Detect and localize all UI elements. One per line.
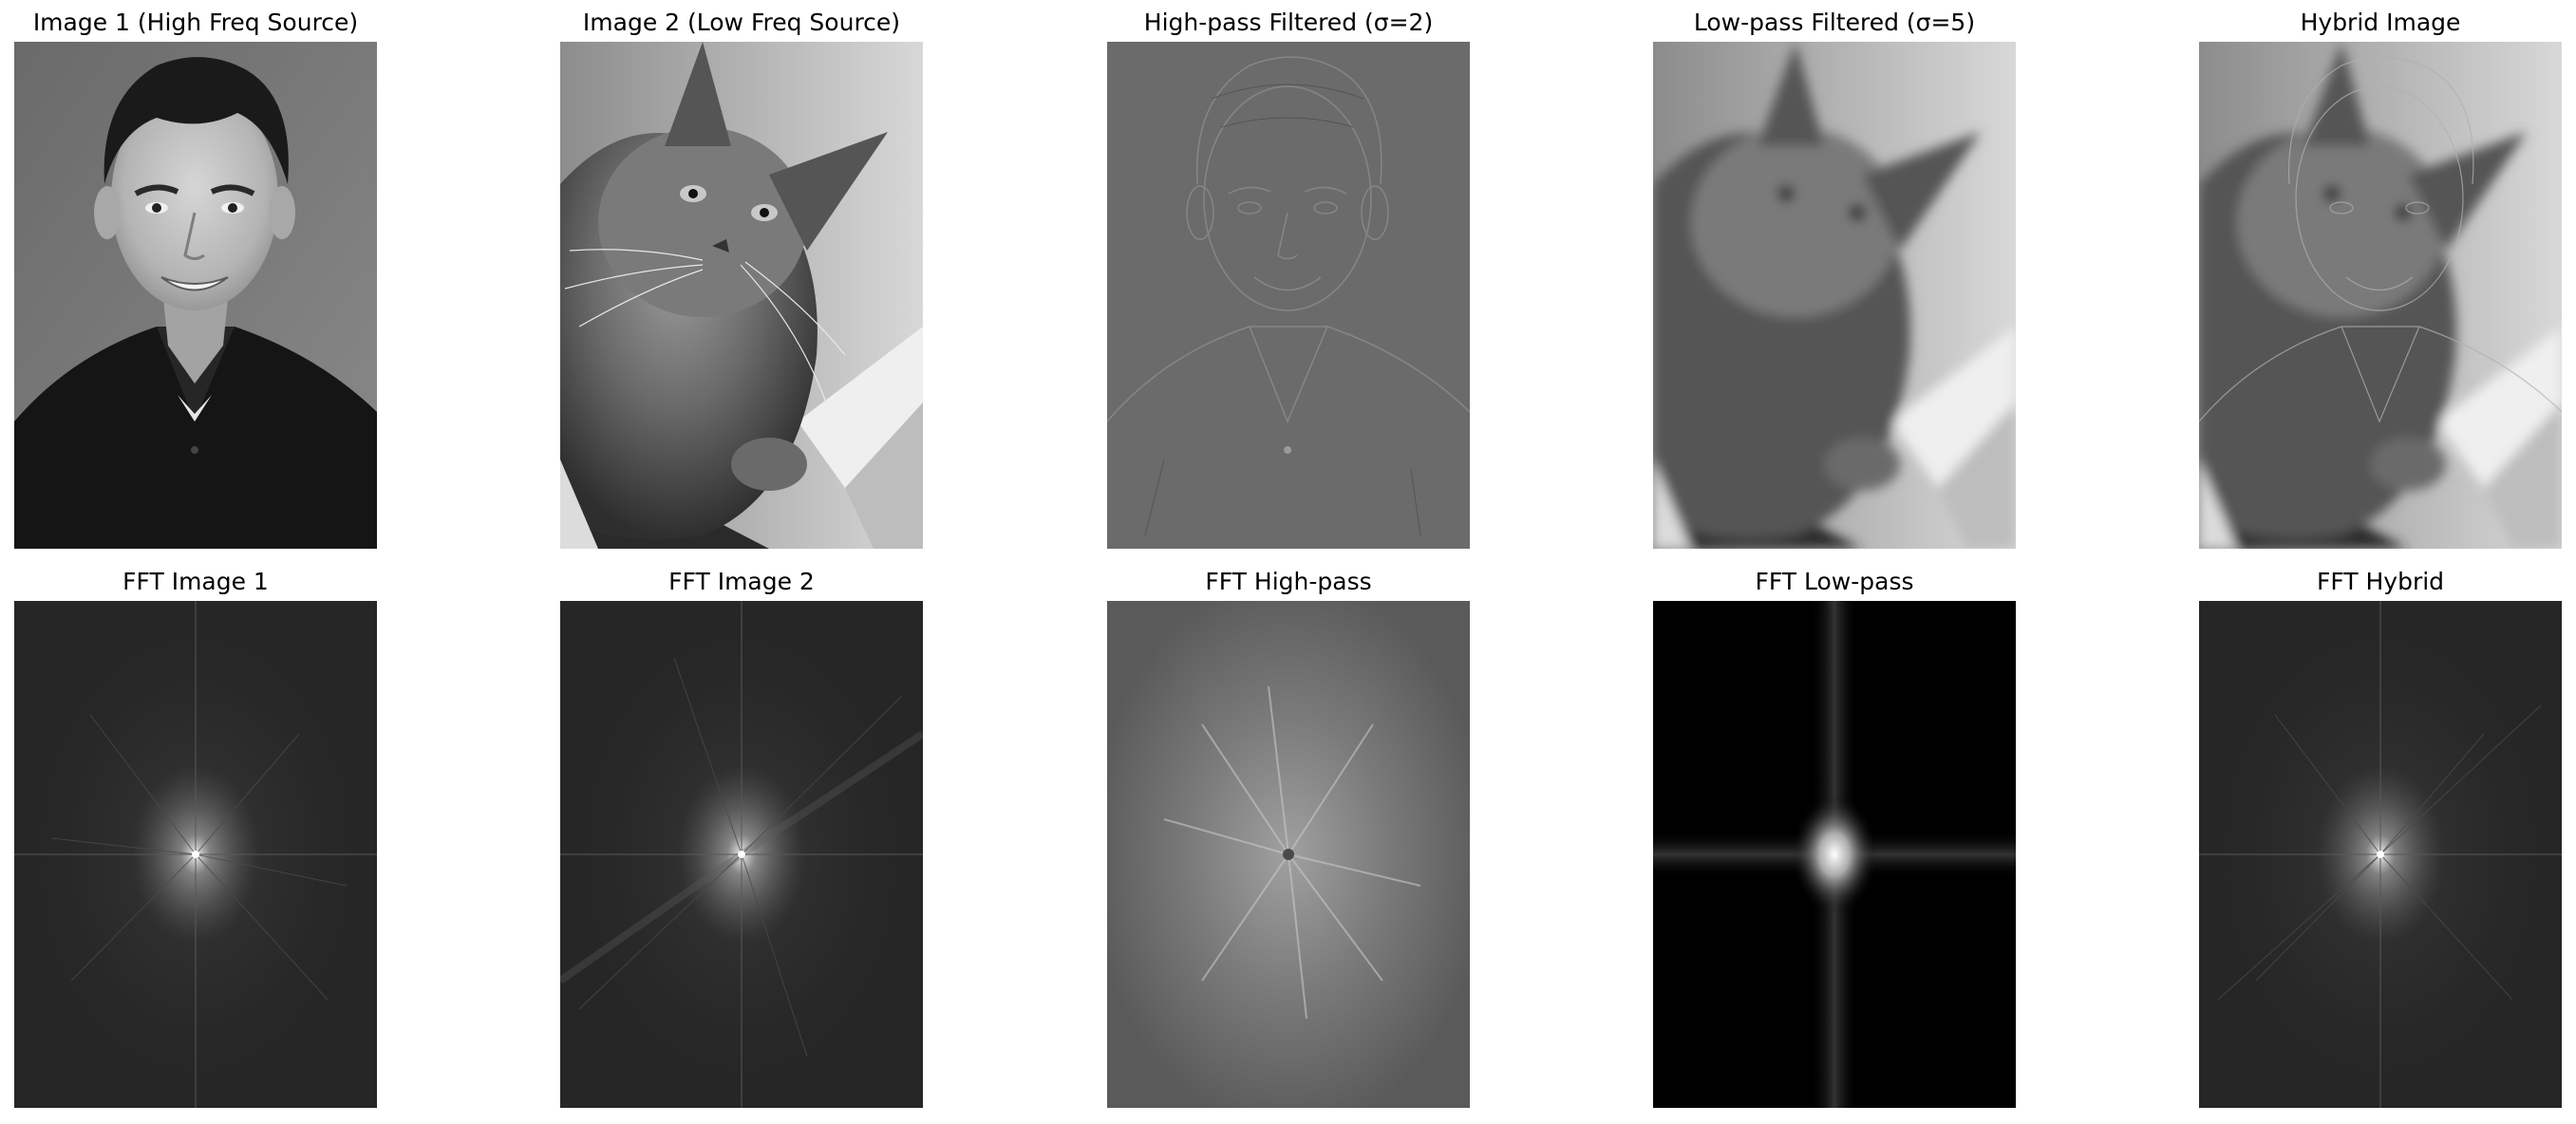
- fft-spectrum-image: [560, 601, 923, 1108]
- lowpass-image: [1653, 42, 2016, 549]
- panel-title: FFT Image 2: [668, 568, 815, 595]
- panel-title: Image 1 (High Freq Source): [32, 9, 359, 36]
- fft-spectrum-image: [1653, 601, 2016, 1108]
- panel-title: FFT High-pass: [1205, 568, 1372, 595]
- highpass-image: [1107, 42, 1470, 549]
- portrait-photo: [14, 42, 377, 549]
- fft-spectrum-image: [1107, 601, 1470, 1108]
- panel-title: Image 2 (Low Freq Source): [582, 9, 901, 36]
- panel-title: FFT Hybrid: [2316, 568, 2445, 595]
- hybrid-image: [2199, 42, 2562, 549]
- panel-title: Low-pass Filtered (σ=5): [1693, 9, 1976, 36]
- cat-photo: [560, 42, 923, 549]
- fft-spectrum-image: [2199, 601, 2562, 1108]
- panel-title: FFT Image 1: [122, 568, 269, 595]
- panel-title: High-pass Filtered (σ=2): [1143, 9, 1434, 36]
- panel-title: FFT Low-pass: [1755, 568, 1914, 595]
- panel-title: Hybrid Image: [2300, 9, 2461, 36]
- fft-spectrum-image: [14, 601, 377, 1108]
